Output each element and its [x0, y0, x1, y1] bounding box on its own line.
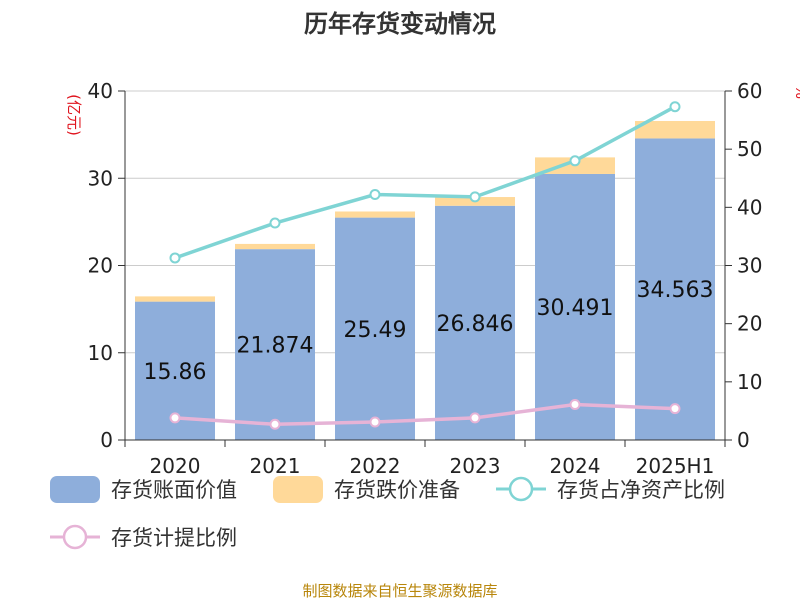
lines	[169, 101, 681, 430]
x-tick-label: 2024	[550, 454, 601, 478]
bar-data-label: 15.86	[144, 360, 207, 385]
left-tick-label: 20	[88, 254, 113, 278]
legend-marker	[62, 524, 88, 550]
bar-impairment-reserve	[235, 243, 315, 250]
right-tick-label: 10	[737, 370, 762, 394]
x-tick-label: 2020	[150, 454, 201, 478]
legend-label: 存货账面价值	[111, 478, 237, 502]
x-tick-label: 2022	[350, 454, 401, 478]
bar-data-label: 26.846	[437, 312, 514, 337]
bar-data-label: 30.491	[537, 296, 614, 321]
bar-data-label: 21.874	[237, 334, 314, 359]
line-point	[669, 101, 681, 113]
line-point	[269, 418, 281, 430]
bar-book-value	[535, 173, 615, 441]
bars	[135, 120, 715, 441]
line-point	[569, 399, 581, 411]
right-tick-label: 0	[737, 428, 750, 452]
axes: 0 10 20 30 40 0 10 20 30 40 50 60 2020 2021 2022 2023 20…	[88, 79, 763, 478]
x-tick-label: 2021	[250, 454, 301, 478]
right-axis-unit: %	[792, 85, 800, 99]
grid	[125, 90, 725, 354]
x-tick-label: 2025H1	[636, 454, 715, 478]
left-tick-label: 10	[88, 341, 113, 365]
bar-data-label: 25.49	[344, 318, 407, 343]
legend-marker	[508, 476, 534, 502]
right-tick-label: 60	[737, 79, 762, 103]
legend-swatch-impairment	[273, 476, 323, 503]
bar-impairment-reserve	[335, 211, 415, 218]
left-axis-unit: (亿元)	[65, 94, 83, 136]
bar-book-value	[235, 249, 315, 440]
line-inventory-to-net-assets	[174, 105, 676, 260]
line-provision-ratio	[174, 402, 676, 427]
left-tick-label: 40	[88, 79, 113, 103]
line-point	[269, 217, 281, 229]
bar-book-value	[635, 138, 715, 441]
line-point	[469, 191, 481, 203]
bar-data-label: 34.563	[637, 278, 714, 303]
left-tick-label: 0	[100, 428, 113, 452]
legend-swatch-book-value	[50, 476, 100, 503]
line-point	[669, 403, 681, 415]
x-tick-label: 2023	[450, 454, 501, 478]
legend-label: 存货计提比例	[111, 526, 237, 550]
legend-label: 存货跌价准备	[334, 478, 460, 502]
line-point	[369, 416, 381, 428]
line-point	[169, 252, 181, 264]
chart-title: 历年存货变动情况	[304, 10, 496, 38]
right-tick-label: 30	[737, 254, 762, 278]
bar-impairment-reserve	[635, 120, 715, 139]
line-point	[569, 155, 581, 167]
right-tick-label: 40	[737, 195, 762, 219]
legend-label: 存货占净资产比例	[557, 478, 725, 502]
right-tick-label: 50	[737, 137, 762, 161]
line-point	[369, 189, 381, 201]
data-labels: 15.86 21.874 25.49 26.846 30.491 34.563	[144, 278, 714, 385]
right-tick-label: 20	[737, 312, 762, 336]
line-point	[169, 412, 181, 424]
left-tick-label: 30	[88, 166, 113, 190]
line-point	[469, 412, 481, 424]
source-note: 制图数据来自恒生聚源数据库	[302, 582, 497, 600]
bar-impairment-reserve	[135, 296, 215, 302]
bar-book-value	[435, 205, 515, 440]
bar-book-value	[335, 217, 415, 440]
